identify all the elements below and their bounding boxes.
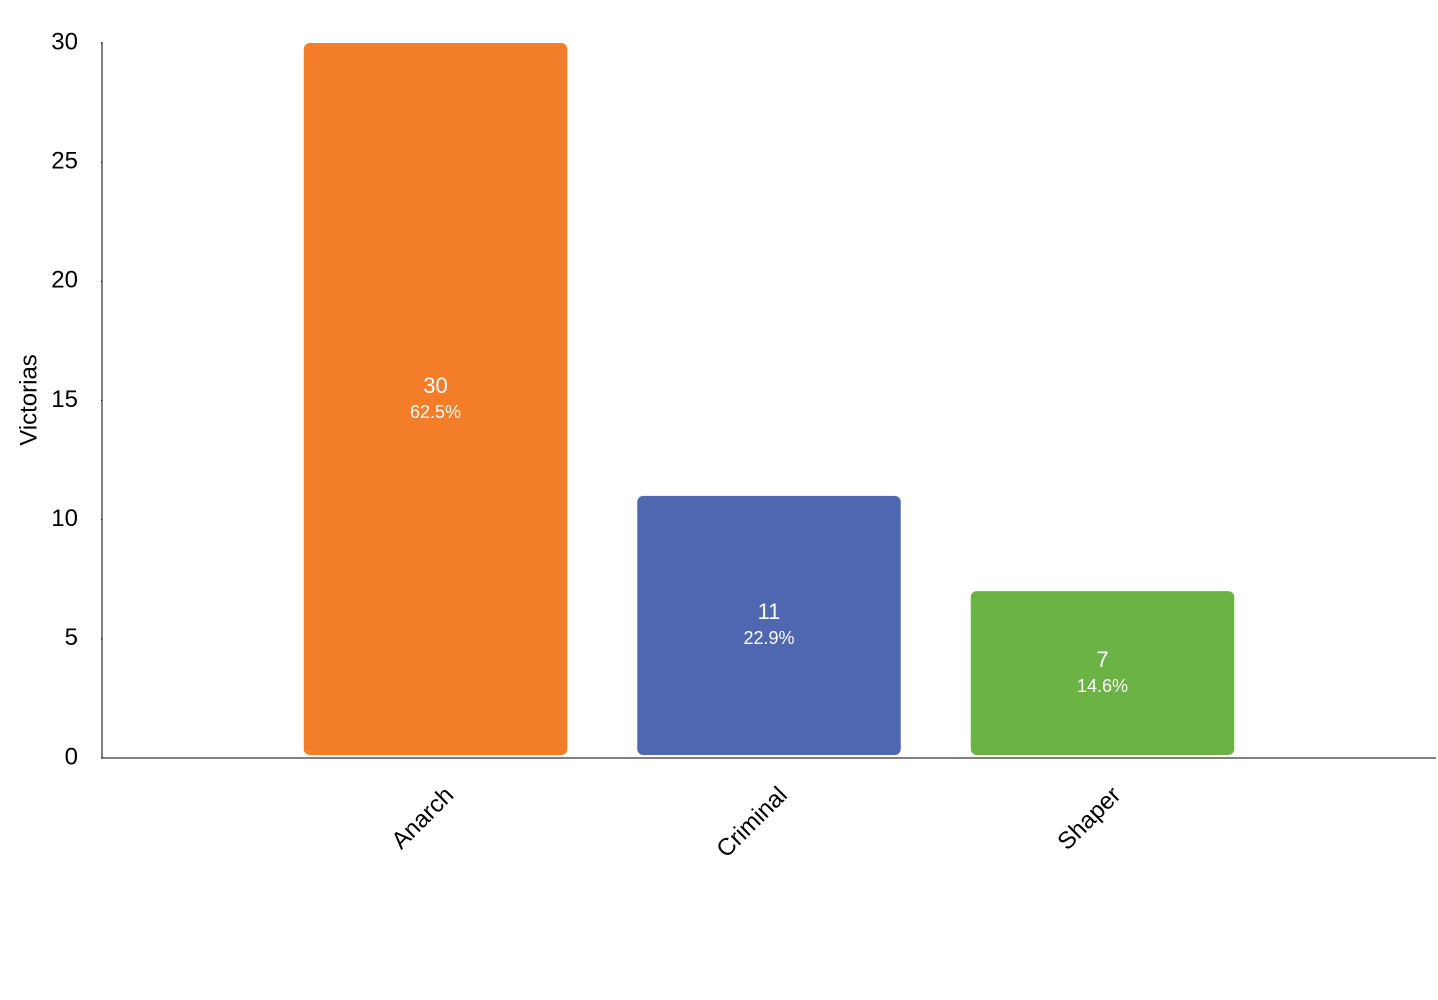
bar bbox=[970, 591, 1235, 755]
y-tick-label: 15 bbox=[51, 386, 78, 413]
value-label: 7 bbox=[1096, 647, 1108, 672]
y-tick-label: 5 bbox=[65, 624, 78, 651]
percent-label: 22.9% bbox=[743, 628, 794, 648]
bar bbox=[637, 495, 901, 755]
value-label: 30 bbox=[423, 373, 447, 398]
x-tick-label: Criminal bbox=[711, 782, 792, 863]
bar bbox=[303, 43, 568, 755]
x-tick-label: Anarch bbox=[386, 782, 459, 855]
x-tick-label: Shaper bbox=[1052, 782, 1126, 856]
y-tick-label: 25 bbox=[51, 148, 78, 175]
y-axis-label: Victorias bbox=[15, 354, 42, 446]
y-tick-label: 0 bbox=[65, 743, 78, 770]
y-tick-label: 30 bbox=[51, 28, 78, 55]
value-label: 11 bbox=[758, 599, 781, 624]
percent-label: 62.5% bbox=[410, 402, 461, 422]
y-tick-label: 10 bbox=[51, 505, 78, 532]
y-tick-label: 20 bbox=[51, 267, 78, 294]
percent-label: 14.6% bbox=[1077, 676, 1128, 696]
